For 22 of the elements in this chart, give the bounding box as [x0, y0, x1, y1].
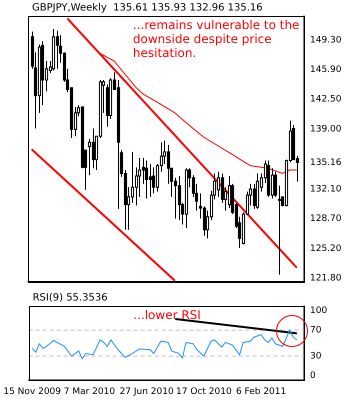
chart-title: RSI(9) 55.3536 — [32, 292, 108, 304]
y-tick-label: 100 — [310, 306, 328, 316]
chart-title: GBPJPY,Weekly 135.61 135.93 132.96 135.16 — [32, 2, 263, 14]
y-tick-label: 121.80 — [310, 273, 342, 284]
x-tick-label: 15 Nov 2009 — [3, 386, 62, 397]
y-tick-label: 132.10 — [310, 184, 342, 194]
x-tick-label: 7 Mar 2010 — [64, 386, 116, 397]
y-tick-label: 145.90 — [310, 64, 342, 75]
y-tick-label: 0 — [310, 370, 316, 381]
y-tick-label: 142.50 — [310, 94, 342, 104]
annotation: ...remains vulnerable to the downside despite price hesitation. — [132, 18, 300, 60]
x-tick-label: 27 Jun 2010 — [120, 386, 174, 397]
y-tick-label: 128.70 — [310, 214, 342, 224]
y-tick-label: 139.00 — [310, 124, 342, 135]
y-tick-label: 125.20 — [310, 244, 342, 254]
y-tick-label: 70 — [310, 325, 322, 336]
y-tick-label: 30 — [310, 351, 322, 362]
y-tick-label: 149.30 — [310, 36, 342, 46]
x-tick-label: 17 Oct 2010 — [176, 386, 232, 397]
annotation: ...lower RSI — [133, 308, 201, 322]
y-tick-label: 135.16 — [310, 158, 342, 168]
x-tick-label: 6 Feb 2011 — [236, 386, 286, 397]
